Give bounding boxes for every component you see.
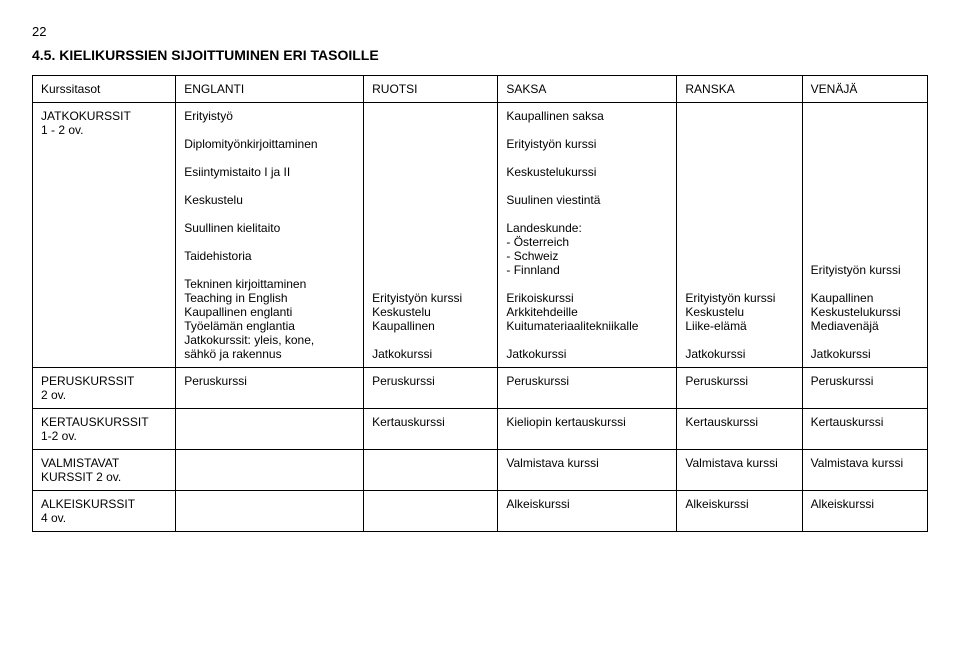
- cell: Kaupallinen saksa Erityistyön kurssi Kes…: [498, 103, 677, 368]
- cell: Peruskurssi: [677, 368, 802, 409]
- cell: [364, 450, 498, 491]
- col-header: ENGLANTI: [176, 76, 364, 103]
- col-header: SAKSA: [498, 76, 677, 103]
- table-row: ALKEISKURSSIT 4 ov.AlkeiskurssiAlkeiskur…: [33, 491, 928, 532]
- table-header-row: Kurssitasot ENGLANTI RUOTSI SAKSA RANSKA…: [33, 76, 928, 103]
- course-table: Kurssitasot ENGLANTI RUOTSI SAKSA RANSKA…: [32, 75, 928, 532]
- cell: [364, 491, 498, 532]
- section-heading: 4.5. KIELIKURSSIEN SIJOITTUMINEN ERI TAS…: [32, 47, 928, 63]
- table-row: JATKOKURSSIT 1 - 2 ov.Erityistyö Diplomi…: [33, 103, 928, 368]
- row-label: ALKEISKURSSIT 4 ov.: [33, 491, 176, 532]
- cell: Alkeiskurssi: [498, 491, 677, 532]
- cell: Erityistyön kurssi Keskustelu Kaupalline…: [364, 103, 498, 368]
- cell: Valmistava kurssi: [677, 450, 802, 491]
- table-row: PERUSKURSSIT 2 ov.PeruskurssiPeruskurssi…: [33, 368, 928, 409]
- cell: Kertauskurssi: [677, 409, 802, 450]
- cell: Kieliopin kertauskurssi: [498, 409, 677, 450]
- cell: Erityistyön kurssi Kaupallinen Keskustel…: [802, 103, 927, 368]
- cell: Alkeiskurssi: [802, 491, 927, 532]
- row-label: PERUSKURSSIT 2 ov.: [33, 368, 176, 409]
- table-row: VALMISTAVAT KURSSIT 2 ov. Valmistava kurs…: [33, 450, 928, 491]
- page-number: 22: [32, 24, 928, 39]
- col-header: RUOTSI: [364, 76, 498, 103]
- cell: Kertauskurssi: [364, 409, 498, 450]
- col-header: RANSKA: [677, 76, 802, 103]
- cell: Valmistava kurssi: [802, 450, 927, 491]
- row-label: JATKOKURSSIT 1 - 2 ov.: [33, 103, 176, 368]
- cell: Erityistyö Diplomityönkirjoittaminen Esi…: [176, 103, 364, 368]
- cell: Peruskurssi: [802, 368, 927, 409]
- table-body: JATKOKURSSIT 1 - 2 ov.Erityistyö Diplomi…: [33, 103, 928, 532]
- col-header: Kurssitasot: [33, 76, 176, 103]
- cell: Peruskurssi: [176, 368, 364, 409]
- cell: Kertauskurssi: [802, 409, 927, 450]
- cell: Erityistyön kurssi Keskustelu Liike-eläm…: [677, 103, 802, 368]
- cell: Valmistava kurssi: [498, 450, 677, 491]
- cell: [176, 450, 364, 491]
- cell: [176, 491, 364, 532]
- cell: [176, 409, 364, 450]
- cell: Alkeiskurssi: [677, 491, 802, 532]
- cell: Peruskurssi: [498, 368, 677, 409]
- cell: Peruskurssi: [364, 368, 498, 409]
- table-row: KERTAUSKURSSIT 1-2 ov.KertauskurssiKieli…: [33, 409, 928, 450]
- row-label: KERTAUSKURSSIT 1-2 ov.: [33, 409, 176, 450]
- col-header: VENÄJÄ: [802, 76, 927, 103]
- row-label: VALMISTAVAT KURSSIT 2 ov.: [33, 450, 176, 491]
